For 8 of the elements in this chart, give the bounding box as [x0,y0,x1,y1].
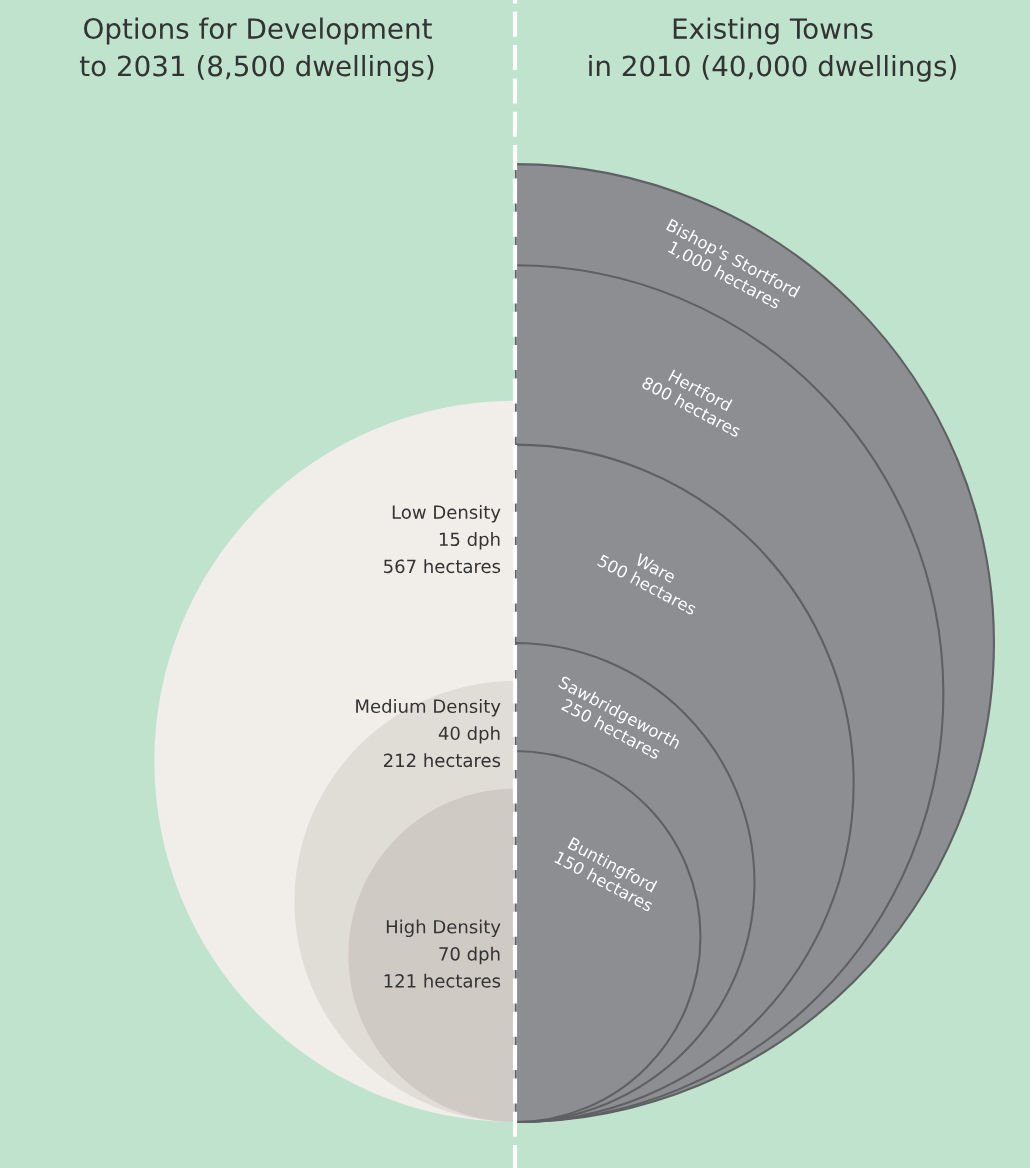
text: Options for Development to 2031 (8,500 dwellings) [79,17,434,82]
category-label: High Density 70 dph [386,919,501,965]
text: Existing Towns in 2010 (40,000 dwellings) [589,17,956,82]
category-label: Medium Density 40 dph [356,699,501,744]
data-label: 121 hectares [384,973,501,988]
data-label: 212 hectares [383,753,501,768]
category-label: Low Density 15 dph [392,505,501,550]
data-label: 567 hectares [384,559,501,574]
